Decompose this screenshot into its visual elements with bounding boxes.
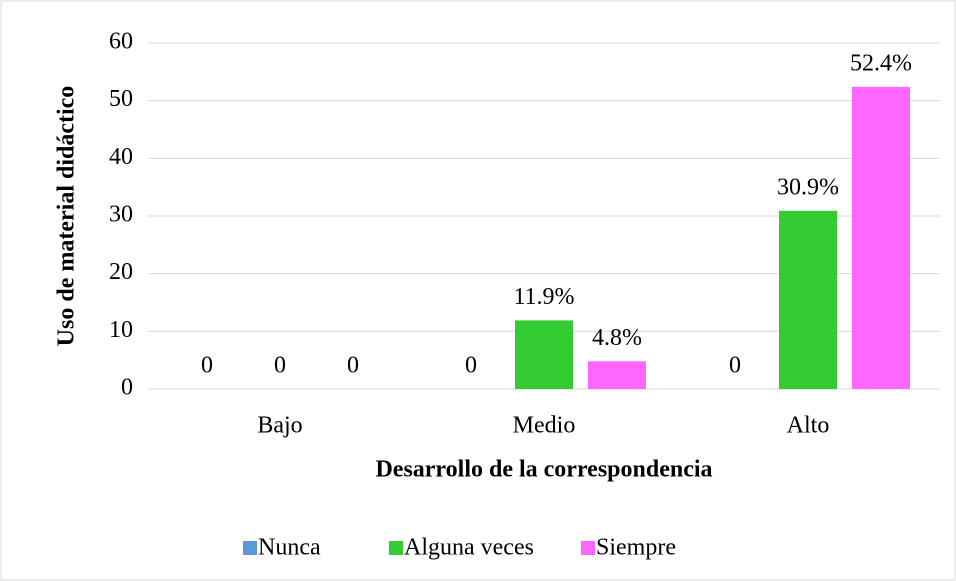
value-label: 4.8% xyxy=(592,325,642,351)
y-tick-label: 50 xyxy=(109,86,133,112)
value-label: 52.4% xyxy=(850,50,912,76)
value-label: 0 xyxy=(465,353,477,379)
value-label: 11.9% xyxy=(513,284,574,310)
legend-label: Alguna veces xyxy=(404,535,534,561)
legend-swatch xyxy=(389,541,403,555)
value-label: 30.9% xyxy=(777,174,839,200)
y-tick-label: 0 xyxy=(121,375,133,401)
value-label: 0 xyxy=(347,353,359,379)
bar xyxy=(852,86,910,390)
legend-label: Siempre xyxy=(596,535,676,561)
bar xyxy=(779,210,837,389)
value-label: 0 xyxy=(201,353,213,379)
y-tick-label: 40 xyxy=(109,144,133,170)
legend-swatch xyxy=(243,541,257,555)
x-tick-label: Medio xyxy=(513,413,576,439)
x-axis-title: Desarrollo de la correspondencia xyxy=(375,457,712,483)
x-tick-label: Bajo xyxy=(257,413,302,439)
legend-label: Nunca xyxy=(258,535,321,561)
y-tick-label: 30 xyxy=(109,202,133,228)
bar xyxy=(515,320,573,389)
y-tick-label: 60 xyxy=(109,29,133,55)
y-axis-title: Uso de material didáctico xyxy=(54,86,80,347)
y-tick-label: 10 xyxy=(109,317,133,343)
value-label: 0 xyxy=(274,353,286,379)
x-tick-label: Alto xyxy=(787,413,830,439)
bar xyxy=(588,361,646,389)
legend-swatch xyxy=(581,541,595,555)
y-tick-label: 20 xyxy=(109,259,133,285)
value-label: 0 xyxy=(729,353,741,379)
